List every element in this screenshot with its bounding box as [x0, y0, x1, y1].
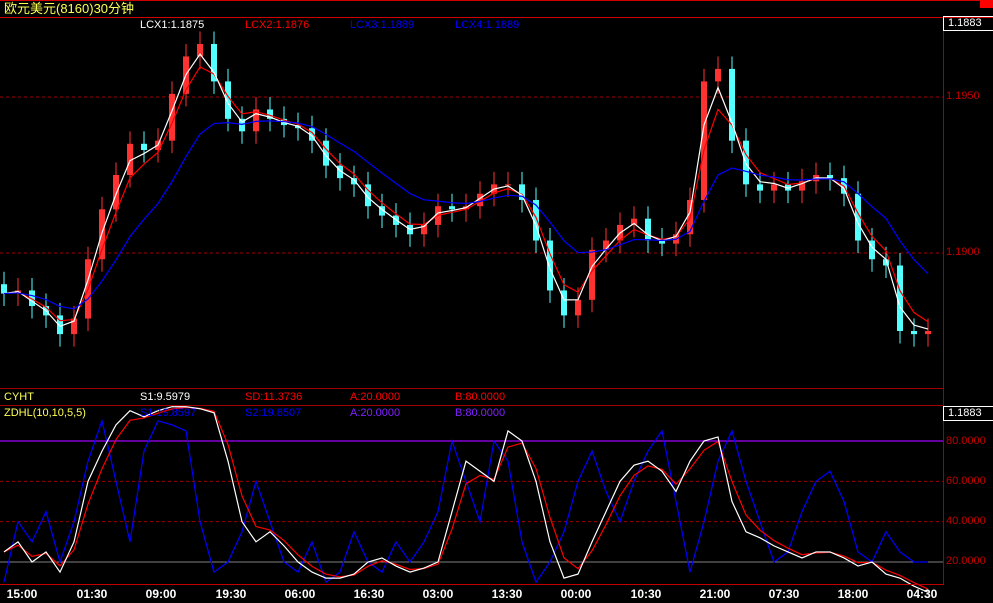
candle	[309, 128, 315, 141]
pane-divider	[0, 405, 944, 406]
candle	[603, 240, 609, 250]
candle	[869, 240, 875, 260]
x-tick-label: 09:00	[145, 587, 177, 601]
s2-line	[3, 418, 928, 584]
ma-lcx1-line	[3, 53, 929, 330]
candle	[267, 109, 273, 119]
legend-lcx4: LCX4:1.1889	[455, 19, 520, 31]
candle	[785, 184, 791, 191]
candle	[337, 165, 343, 179]
candle	[29, 290, 35, 307]
y-tick-label: 1.1950	[946, 90, 980, 102]
candle	[477, 193, 483, 207]
candle	[71, 318, 77, 335]
cyht-name: CYHT	[4, 391, 34, 403]
x-tick-label: 01:30	[76, 587, 108, 601]
current-price-label: 1.1883	[943, 16, 993, 31]
x-tick-label: 00:00	[560, 587, 592, 601]
candle	[799, 181, 805, 191]
x-tick-label: 15:00	[6, 587, 38, 601]
candle	[1, 284, 7, 294]
candle	[225, 81, 231, 119]
legend-lcx1: LCX1:1.1875	[140, 19, 205, 31]
ma-lcx3-line	[3, 120, 929, 310]
candle	[659, 240, 665, 244]
candle	[449, 206, 455, 210]
x-tick-label: 10:30	[630, 587, 662, 601]
x-tick-label: 21:00	[699, 587, 731, 601]
candle	[757, 184, 763, 191]
pane-divider	[0, 388, 944, 389]
candle	[701, 81, 707, 200]
top-border	[0, 0, 993, 1]
candle	[239, 118, 245, 132]
candle	[855, 193, 861, 241]
legend-lcx2: LCX2:1.1876	[245, 19, 310, 31]
x-tick-label: 06:00	[284, 587, 316, 601]
zdhl-a: A:20.0000	[350, 407, 401, 419]
x-tick-label: 04:30	[906, 587, 938, 601]
candle	[113, 175, 119, 210]
price-chart[interactable]	[0, 0, 943, 390]
x-tick-label: 03:00	[422, 587, 454, 601]
x-axis-line	[0, 584, 944, 585]
chart-title: 欧元美元(8160)30分钟	[4, 1, 135, 16]
s1-line	[3, 406, 929, 593]
candle	[911, 331, 917, 335]
candle	[505, 184, 511, 186]
candle	[533, 199, 539, 241]
zdhl-s2: S2:19.8507	[245, 407, 302, 419]
candle	[57, 315, 63, 335]
x-tick-label: 16:30	[353, 587, 385, 601]
x-tick-label: 18:00	[837, 587, 869, 601]
candle	[883, 259, 889, 266]
candle	[715, 68, 721, 82]
candle	[827, 175, 833, 179]
x-tick-label: 07:30	[768, 587, 800, 601]
cyht-b: B:80.0000	[455, 391, 506, 403]
candle	[645, 218, 651, 241]
cyht-s1: S1:9.5979	[140, 391, 191, 403]
candle	[211, 43, 217, 82]
candle	[253, 109, 259, 132]
candle	[561, 290, 567, 316]
cyht-sd: SD:11.3736	[245, 391, 303, 403]
ma-lcx2-line	[3, 66, 929, 323]
cyht-a: A:20.0000	[350, 391, 401, 403]
x-tick-label: 19:30	[215, 587, 247, 601]
window-corner-button[interactable]	[980, 0, 993, 8]
s1-signal-line	[3, 406, 929, 590]
y-tick-label: 60.0000	[946, 475, 986, 487]
candle	[141, 143, 147, 151]
candle	[127, 143, 133, 175]
candle	[323, 140, 329, 166]
y-axis-line	[943, 17, 944, 584]
candle	[729, 68, 735, 141]
y-tick-label: 20.0000	[946, 555, 986, 567]
candle	[589, 249, 595, 300]
candle	[925, 331, 931, 335]
candle	[351, 178, 357, 185]
candle	[169, 93, 175, 141]
indicator-current-label: 1.1883	[943, 406, 993, 421]
y-tick-label: 80.0000	[946, 435, 986, 447]
y-tick-label: 40.0000	[946, 515, 986, 527]
candle	[631, 218, 637, 225]
title-divider	[0, 17, 993, 18]
candle	[771, 184, 777, 191]
legend-lcx3: LCX3:1.1889	[350, 19, 415, 31]
candle	[575, 299, 581, 316]
x-tick-label: 13:30	[491, 587, 523, 601]
candle	[519, 184, 525, 200]
zdhl-b: B:80.0000	[455, 407, 506, 419]
candle	[379, 206, 385, 216]
candle	[897, 265, 903, 331]
candle	[421, 224, 427, 235]
zdhl-name: ZDHL(10,10,5,5)	[4, 407, 86, 419]
y-tick-label: 1.1900	[946, 246, 980, 258]
zdhl-s1: S1:19.8597	[140, 407, 197, 419]
candle	[197, 43, 203, 57]
candle	[365, 184, 371, 207]
candle	[547, 240, 553, 291]
